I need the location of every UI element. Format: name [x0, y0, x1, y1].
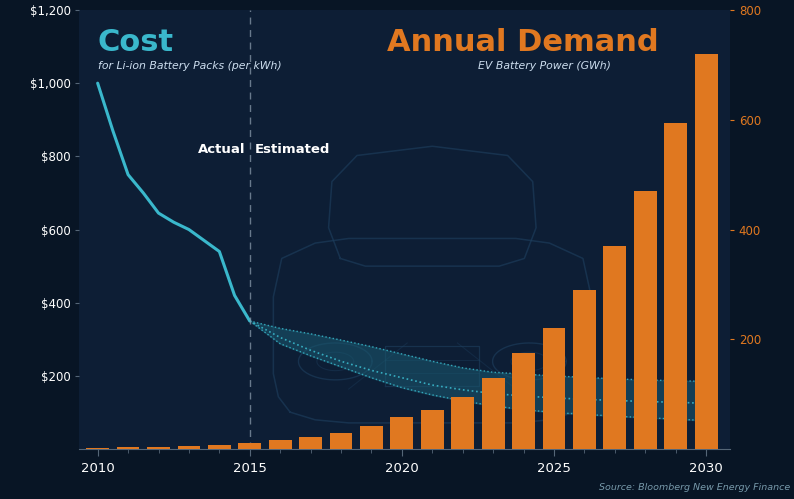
Bar	[482, 378, 504, 449]
Bar	[542, 328, 565, 449]
Bar	[330, 433, 353, 449]
Text: for Li-ion Battery Packs (per kWh): for Li-ion Battery Packs (per kWh)	[98, 61, 281, 71]
Text: Estimated: Estimated	[254, 143, 330, 156]
Bar	[512, 353, 535, 449]
Bar	[603, 246, 626, 449]
Bar	[117, 448, 140, 449]
Text: Actual: Actual	[198, 143, 245, 156]
Bar	[573, 290, 596, 449]
Bar	[238, 443, 261, 449]
Bar	[665, 123, 687, 449]
Bar	[178, 446, 200, 449]
Text: EV Battery Power (GWh): EV Battery Power (GWh)	[478, 61, 611, 71]
Bar	[695, 54, 718, 449]
Text: Source: Bloomberg New Energy Finance: Source: Bloomberg New Energy Finance	[599, 483, 790, 492]
Bar	[634, 191, 657, 449]
Bar	[208, 445, 231, 449]
Bar	[87, 448, 109, 449]
Text: Annual Demand: Annual Demand	[387, 28, 658, 57]
Bar	[421, 410, 444, 449]
Bar	[269, 440, 291, 449]
Text: Cost: Cost	[98, 28, 174, 57]
Bar	[391, 417, 414, 449]
Bar	[360, 426, 383, 449]
Bar	[451, 397, 474, 449]
Bar	[299, 437, 322, 449]
Bar	[147, 447, 170, 449]
